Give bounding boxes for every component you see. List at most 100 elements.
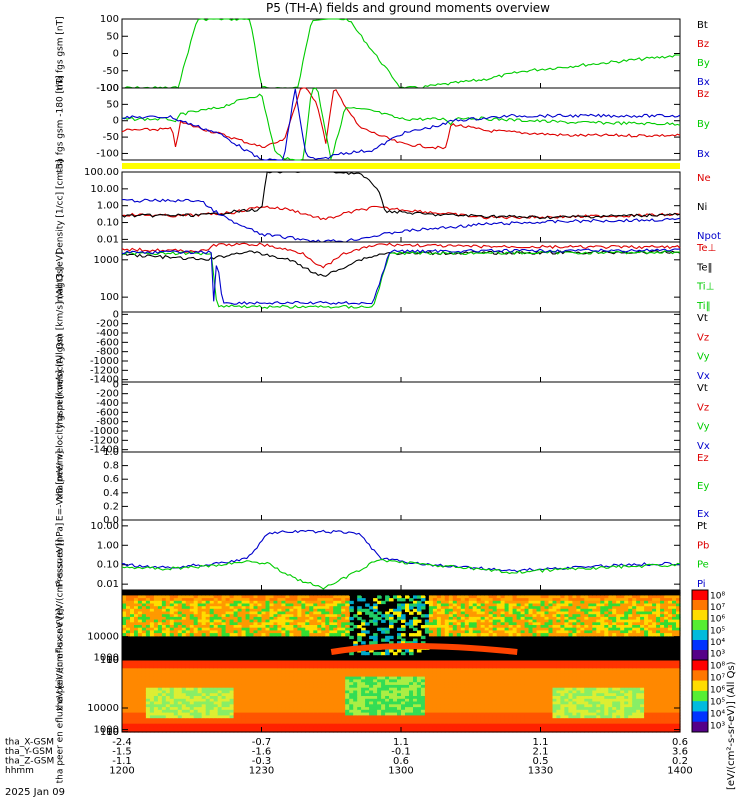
spectrogram-cell	[229, 630, 235, 634]
spectrogram-cell	[126, 606, 131, 610]
spectrogram-cell	[660, 611, 665, 615]
spectrogram-cell	[265, 660, 271, 664]
spectrogram-cell	[628, 590, 633, 594]
spectrogram-cell	[349, 690, 354, 694]
spectrogram-cell	[157, 715, 163, 719]
y-tick-label: 100	[100, 83, 119, 94]
spectrogram-cell	[472, 660, 478, 664]
spectrogram-cell	[436, 590, 442, 594]
spectrogram-cell	[448, 696, 454, 700]
spectrogram-cell	[357, 625, 362, 629]
spectrogram-cell	[269, 709, 275, 714]
spectrogram-cell	[484, 718, 490, 722]
spectrogram-cell	[245, 616, 251, 621]
spectrogram-cell	[309, 687, 314, 692]
spectrogram-cell	[636, 614, 641, 618]
spectrogram-cell	[134, 665, 139, 669]
spectrogram-cell	[464, 603, 470, 607]
spectrogram-cell	[564, 595, 569, 599]
spectrogram-cell	[313, 630, 318, 634]
spectrogram-cell	[552, 608, 558, 613]
spectrogram-cell	[257, 630, 263, 634]
spectrogram-cell	[468, 630, 474, 634]
spectrogram-cell	[456, 611, 462, 615]
spectrogram-cell	[237, 660, 243, 664]
spectrogram-cell	[512, 625, 518, 629]
spectrogram-cell	[209, 600, 215, 605]
spectrogram-cell	[173, 665, 179, 669]
spectrogram-cell	[345, 698, 350, 703]
spectrogram-cell	[126, 687, 131, 692]
spectrogram-cell	[361, 662, 366, 667]
spectrogram-cell	[409, 665, 414, 669]
spectrogram-cell	[341, 729, 346, 733]
spectrogram-cell	[520, 625, 526, 629]
spectrogram-cell	[385, 690, 390, 694]
spectrogram-cell	[309, 627, 314, 631]
spectrogram-cell	[301, 693, 306, 697]
spectrogram-cell	[157, 704, 163, 708]
spectrogram-cell	[341, 684, 346, 689]
spectrogram-cell	[456, 662, 462, 667]
spectrogram-cell	[261, 668, 267, 672]
spectrogram-cell	[285, 701, 290, 705]
spectrogram-cell	[189, 673, 195, 678]
spectrogram-cell	[269, 611, 275, 615]
spectrogram-cell	[460, 660, 466, 664]
spectrogram-cell	[153, 630, 159, 634]
spectrogram-cell	[201, 668, 207, 672]
spectrogram-cell	[313, 704, 318, 708]
spectrogram-cell	[428, 630, 434, 634]
y-axis-label: tha fgs gsm [nT]	[56, 16, 66, 90]
spectrogram-cell	[185, 671, 191, 675]
spectrogram-cell	[177, 606, 183, 610]
spectrogram-cell	[572, 608, 577, 613]
spectrogram-cell	[488, 592, 494, 596]
spectrogram-cell	[480, 720, 486, 725]
spectrogram-cell	[488, 590, 494, 594]
spectrogram-cell	[189, 633, 195, 637]
spectrogram-cell	[309, 608, 314, 613]
spectrogram-cell	[401, 709, 406, 714]
spectrogram-cell	[409, 715, 414, 719]
spectrogram-cell	[201, 625, 207, 629]
spectrogram-cell	[293, 704, 298, 708]
spectrogram-cell	[285, 606, 290, 610]
spectrogram-cell	[373, 633, 378, 637]
spectrogram-cell	[548, 595, 554, 599]
spectrogram-cell	[480, 600, 486, 605]
spectrogram-cell	[265, 616, 271, 621]
spectrogram-cell	[161, 603, 167, 607]
spectrogram-cell	[225, 729, 231, 733]
spectrogram-cell	[149, 676, 155, 680]
spectrogram-cell	[161, 704, 167, 708]
spectrogram-cell	[385, 729, 390, 733]
spectrogram-cell	[397, 707, 402, 711]
spectrogram-cell	[536, 603, 542, 607]
spectrogram-cell	[245, 590, 251, 594]
spectrogram-cell	[269, 684, 275, 689]
spectrogram-cell	[660, 630, 665, 634]
spectrogram-cell	[277, 698, 282, 703]
spectrogram-cell	[440, 690, 446, 694]
spectrogram-cell	[297, 684, 302, 689]
spectrogram-cell	[460, 668, 466, 672]
spectrogram-cell	[217, 665, 223, 669]
spectrogram-cell	[126, 718, 131, 722]
spectrogram-cell	[225, 595, 231, 599]
spectrogram-cell	[305, 611, 310, 615]
spectrogram-cell	[122, 595, 127, 599]
spectrogram-cell	[281, 690, 286, 694]
spectrogram-cell	[576, 630, 581, 634]
spectrogram-cell	[261, 603, 267, 607]
spectrogram-cell	[277, 720, 282, 725]
spectrogram-cell	[309, 600, 314, 605]
spectrogram-cell	[401, 701, 406, 705]
spectrogram-cell	[337, 660, 342, 664]
spectrogram-cell	[520, 603, 526, 607]
spectrogram-cell	[337, 693, 342, 697]
spectrogram-cell	[600, 625, 605, 629]
spectrogram-cell	[225, 709, 231, 714]
spectrogram-cell	[428, 673, 434, 678]
spectrogram-cell	[309, 684, 314, 689]
